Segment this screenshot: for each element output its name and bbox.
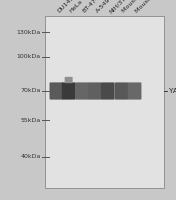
Text: 55kDa: 55kDa [21, 117, 41, 122]
Text: BT-474: BT-474 [82, 0, 101, 14]
Bar [45, 16, 164, 188]
FancyBboxPatch shape [49, 82, 63, 100]
Text: 100kDa: 100kDa [17, 54, 41, 60]
Text: 130kDa: 130kDa [17, 29, 41, 34]
FancyBboxPatch shape [88, 82, 102, 100]
FancyBboxPatch shape [128, 82, 142, 100]
Text: DU145: DU145 [56, 0, 75, 14]
Text: 70kDa: 70kDa [21, 88, 41, 93]
FancyBboxPatch shape [75, 82, 89, 100]
Text: NIH/3T3: NIH/3T3 [108, 0, 129, 14]
Text: Mouse brain: Mouse brain [121, 0, 153, 14]
Text: Mouse lung: Mouse lung [135, 0, 164, 14]
Text: A-549: A-549 [95, 0, 111, 14]
Text: 40kDa: 40kDa [21, 154, 41, 160]
Text: HeLa: HeLa [69, 0, 84, 14]
FancyBboxPatch shape [115, 82, 128, 100]
FancyBboxPatch shape [62, 82, 76, 100]
FancyBboxPatch shape [101, 82, 115, 100]
Text: YAP1: YAP1 [169, 88, 176, 94]
FancyBboxPatch shape [65, 77, 73, 83]
